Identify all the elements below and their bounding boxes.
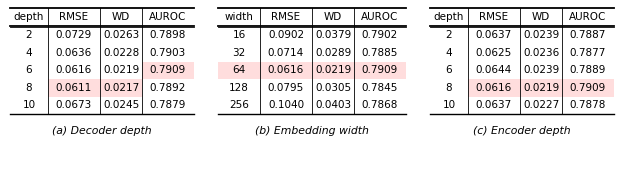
- Text: 0.7889: 0.7889: [570, 65, 606, 75]
- Text: 0.0219: 0.0219: [315, 65, 351, 75]
- Text: (c) Encoder depth: (c) Encoder depth: [473, 126, 571, 136]
- Text: 0.0611: 0.0611: [56, 83, 92, 93]
- Text: 4: 4: [445, 48, 452, 58]
- Text: 0.0228: 0.0228: [103, 48, 139, 58]
- Text: 64: 64: [232, 65, 246, 75]
- Text: 0.0714: 0.0714: [268, 48, 304, 58]
- Text: AUROC: AUROC: [362, 12, 399, 22]
- Text: 0.7909: 0.7909: [150, 65, 186, 75]
- Text: 0.7877: 0.7877: [570, 48, 606, 58]
- Text: 0.0239: 0.0239: [523, 30, 559, 41]
- Text: 128: 128: [229, 83, 249, 93]
- Text: depth: depth: [14, 12, 44, 22]
- Text: 0.0236: 0.0236: [523, 48, 559, 58]
- Text: 0.0636: 0.0636: [56, 48, 92, 58]
- Text: AUROC: AUROC: [570, 12, 607, 22]
- Text: 0.7909: 0.7909: [362, 65, 398, 75]
- Text: 2: 2: [445, 30, 452, 41]
- Text: 0.7885: 0.7885: [362, 48, 398, 58]
- Text: WD: WD: [112, 12, 130, 22]
- Bar: [520, 79, 562, 97]
- Text: 0.0263: 0.0263: [103, 30, 139, 41]
- Text: 10: 10: [22, 101, 36, 110]
- Text: 0.0403: 0.0403: [315, 101, 351, 110]
- Text: 0.0637: 0.0637: [476, 101, 512, 110]
- Text: 0.7887: 0.7887: [570, 30, 606, 41]
- Text: 8: 8: [26, 83, 32, 93]
- Bar: [354, 62, 406, 79]
- Text: 0.0729: 0.0729: [56, 30, 92, 41]
- Text: 0.7902: 0.7902: [362, 30, 398, 41]
- Text: 0.0239: 0.0239: [523, 65, 559, 75]
- Text: 0.0637: 0.0637: [476, 30, 512, 41]
- Bar: [100, 79, 142, 97]
- Text: 0.0219: 0.0219: [523, 83, 559, 93]
- Text: RMSE: RMSE: [60, 12, 88, 22]
- Text: 2: 2: [26, 30, 32, 41]
- Text: 0.0644: 0.0644: [476, 65, 512, 75]
- Text: 0.7892: 0.7892: [150, 83, 186, 93]
- Text: 10: 10: [442, 101, 456, 110]
- Text: 16: 16: [232, 30, 246, 41]
- Text: 0.7879: 0.7879: [150, 101, 186, 110]
- Text: 0.7903: 0.7903: [150, 48, 186, 58]
- Text: RMSE: RMSE: [479, 12, 509, 22]
- Text: 0.0217: 0.0217: [103, 83, 139, 93]
- Bar: [312, 62, 354, 79]
- Bar: [142, 62, 194, 79]
- Text: 4: 4: [26, 48, 32, 58]
- Text: (a) Decoder depth: (a) Decoder depth: [52, 126, 152, 136]
- Text: 0.0227: 0.0227: [523, 101, 559, 110]
- Text: 256: 256: [229, 101, 249, 110]
- Text: 0.0305: 0.0305: [315, 83, 351, 93]
- Text: 0.0616: 0.0616: [476, 83, 512, 93]
- Text: depth: depth: [434, 12, 464, 22]
- Text: 32: 32: [232, 48, 246, 58]
- Text: 0.0616: 0.0616: [268, 65, 304, 75]
- Text: 0.7878: 0.7878: [570, 101, 606, 110]
- Bar: [468, 79, 520, 97]
- Text: width: width: [225, 12, 253, 22]
- Text: WD: WD: [532, 12, 550, 22]
- Text: 0.7898: 0.7898: [150, 30, 186, 41]
- Text: 0.1040: 0.1040: [268, 101, 304, 110]
- Text: 0.7868: 0.7868: [362, 101, 398, 110]
- Text: (b) Embedding width: (b) Embedding width: [255, 126, 369, 136]
- Text: 0.7845: 0.7845: [362, 83, 398, 93]
- Bar: [260, 62, 312, 79]
- Text: 8: 8: [445, 83, 452, 93]
- Text: AUROC: AUROC: [149, 12, 187, 22]
- Text: WD: WD: [324, 12, 342, 22]
- Text: 6: 6: [445, 65, 452, 75]
- Text: 0.0245: 0.0245: [103, 101, 139, 110]
- Text: 0.0673: 0.0673: [56, 101, 92, 110]
- Text: 0.0379: 0.0379: [315, 30, 351, 41]
- Text: 0.0219: 0.0219: [103, 65, 139, 75]
- Text: 0.0289: 0.0289: [315, 48, 351, 58]
- Text: 0.0902: 0.0902: [268, 30, 304, 41]
- Text: 0.0616: 0.0616: [56, 65, 92, 75]
- Bar: [562, 79, 614, 97]
- Text: RMSE: RMSE: [271, 12, 301, 22]
- Text: 0.0625: 0.0625: [476, 48, 512, 58]
- Text: 0.7909: 0.7909: [570, 83, 606, 93]
- Text: 6: 6: [26, 65, 32, 75]
- Bar: [218, 62, 260, 79]
- Bar: [48, 79, 100, 97]
- Text: 0.0795: 0.0795: [268, 83, 304, 93]
